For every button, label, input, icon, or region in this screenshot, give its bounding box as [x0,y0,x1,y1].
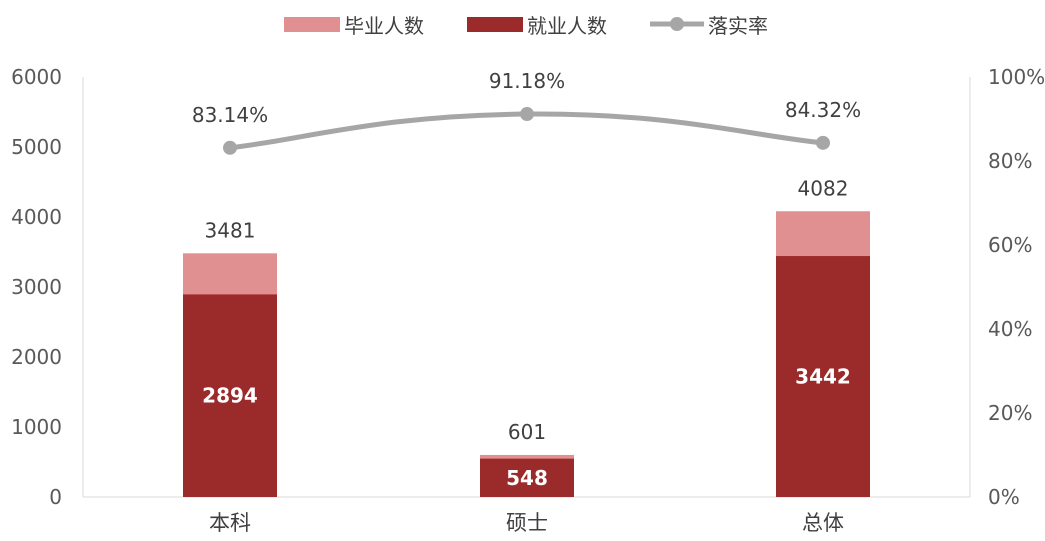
employed-bars [183,256,870,497]
legend-label-rate: 落实率 [708,14,768,38]
rate-marker [223,140,237,155]
legend-marker-rate [670,17,684,31]
left-tick-label: 5000 [11,135,62,159]
left-tick-label: 2000 [11,345,62,369]
graduates-value-label: 3481 [205,218,256,242]
right-tick-label: 40% [988,317,1032,341]
right-tick-label: 80% [988,149,1032,173]
employed-value-label: 2894 [202,384,258,408]
right-tick-label: 0% [988,485,1020,509]
employed-bar [183,294,277,497]
employed-bar [776,256,870,497]
right-tick-label: 20% [988,401,1032,425]
left-tick-label: 3000 [11,275,62,299]
graduates-labels: 3481 601 4082 [205,176,849,444]
right-tick-label: 60% [988,233,1032,257]
rate-value-label: 84.32% [785,98,861,122]
rate-marker [520,107,534,122]
rate-markers [223,107,830,155]
x-axis-labels: 本科 硕士 总体 [209,511,844,535]
rate-labels: 83.14% 91.18% 84.32% [192,69,861,127]
legend: 毕业人数 就业人数 落实率 [284,14,768,38]
legend-swatch-employed [467,17,523,32]
rate-value-label: 83.14% [192,103,268,127]
graduates-value-label: 601 [508,420,546,444]
legend-swatch-graduates [284,17,340,32]
category-label: 本科 [209,511,251,535]
left-tick-label: 4000 [11,205,62,229]
employed-labels: 2894 548 3442 [202,365,851,490]
right-tick-label: 100% [988,65,1045,89]
left-axis-ticks: 0 1000 2000 3000 4000 5000 6000 [11,65,62,509]
left-tick-label: 1000 [11,415,62,439]
employed-value-label: 3442 [795,365,851,389]
employed-bar [480,458,574,497]
left-tick-label: 0 [49,485,62,509]
left-tick-label: 6000 [11,65,62,89]
right-axis-ticks: 0% 20% 40% 60% 80% 100% [988,65,1045,509]
rate-value-label: 91.18% [489,69,565,93]
graduates-value-label: 4082 [798,176,849,200]
legend-label-graduates: 毕业人数 [344,14,424,38]
category-label: 总体 [802,511,844,535]
category-label: 硕士 [506,511,548,535]
graduates-bars [183,211,870,497]
rate-marker [816,135,830,150]
employed-value-label: 548 [506,466,548,490]
legend-label-employed: 就业人数 [527,14,607,38]
